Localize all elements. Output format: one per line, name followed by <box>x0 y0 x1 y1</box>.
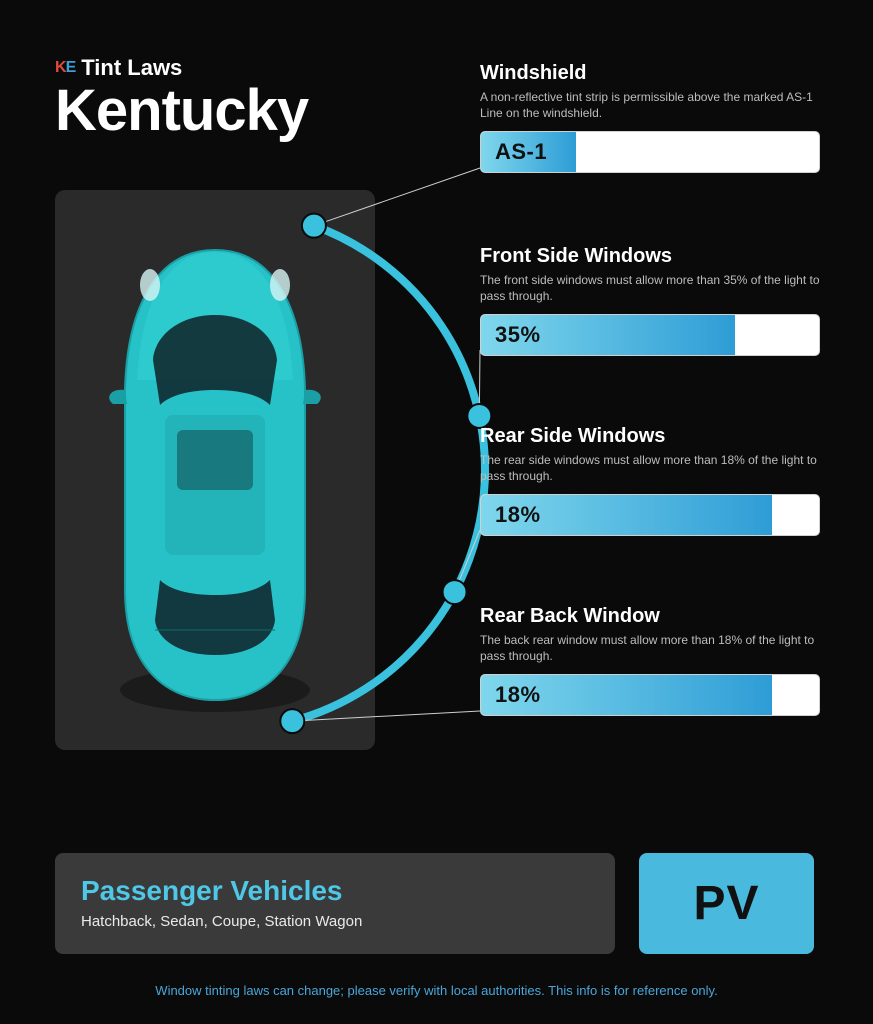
section-desc: A non-reflective tint strip is permissib… <box>480 89 820 121</box>
tint-bar-label: 35% <box>495 322 541 348</box>
tint-bar: 18% <box>480 674 820 716</box>
disclaimer-text: Window tinting laws can change; please v… <box>0 983 873 998</box>
tint-bar-label: 18% <box>495 502 541 528</box>
tint-bar: AS-1 <box>480 131 820 173</box>
section-front-side: Front Side Windows The front side windows… <box>480 245 820 356</box>
infographic-root: KE Tint Laws Kentucky <box>0 0 873 1024</box>
car-panel <box>55 190 375 750</box>
car-illustration <box>55 190 375 750</box>
vehicle-class-subtitle: Hatchback, Sedan, Coupe, Station Wagon <box>81 913 589 930</box>
bottom-row: Passenger Vehicles Hatchback, Sedan, Cou… <box>55 853 814 954</box>
tint-bar: 35% <box>480 314 820 356</box>
section-title: Front Side Windows <box>480 245 820 268</box>
tint-bar-label: AS-1 <box>495 139 547 165</box>
brand-logo-k: K <box>55 59 66 76</box>
section-desc: The back rear window must allow more tha… <box>480 632 820 664</box>
section-title: Windshield <box>480 62 820 85</box>
section-windshield: Windshield A non-reflective tint strip is… <box>480 62 820 173</box>
section-rear-back: Rear Back Window The back rear window mus… <box>480 605 820 716</box>
tint-bar: 18% <box>480 494 820 536</box>
section-desc: The rear side windows must allow more th… <box>480 452 820 484</box>
section-rear-side: Rear Side Windows The rear side windows m… <box>480 425 820 536</box>
vehicle-class-badge: PV <box>639 853 814 954</box>
vehicle-class-title: Passenger Vehicles <box>81 875 589 907</box>
section-title: Rear Back Window <box>480 605 820 628</box>
section-title: Rear Side Windows <box>480 425 820 448</box>
brand-logo: KE <box>55 59 75 77</box>
section-desc: The front side windows must allow more t… <box>480 272 820 304</box>
brand-logo-e: E <box>66 59 76 76</box>
tint-bar-label: 18% <box>495 682 541 708</box>
vehicle-class-box: Passenger Vehicles Hatchback, Sedan, Cou… <box>55 853 615 954</box>
